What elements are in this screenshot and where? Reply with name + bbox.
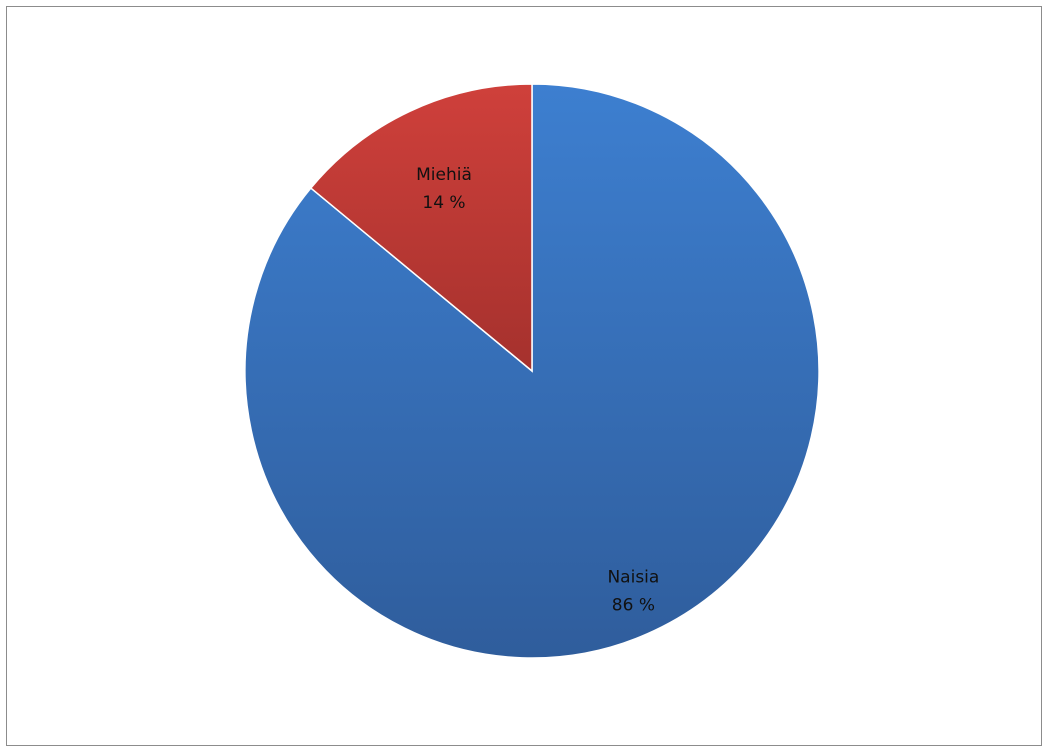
data-label-naisia-value: 86 % xyxy=(612,596,655,616)
data-label-miehia-value: 14 % xyxy=(422,193,465,213)
pie-data-labels: Naisia 86 % Miehiä 14 % xyxy=(416,165,659,616)
data-label-naisia-name: Naisia xyxy=(607,568,659,588)
pie-slice-miehi- xyxy=(309,83,533,373)
pie-slices xyxy=(244,83,820,659)
data-label-miehia-name: Miehiä xyxy=(416,165,472,185)
pie-chart: Naisia 86 % Miehiä 14 % xyxy=(244,83,820,659)
